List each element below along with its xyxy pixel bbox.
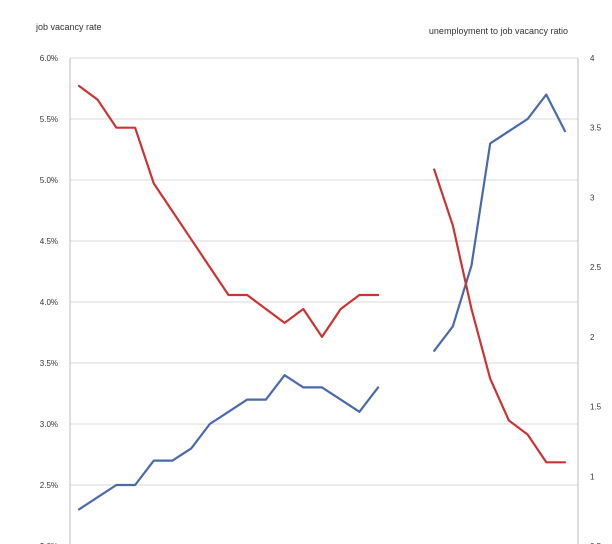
right-tick-label: 1.5 (590, 403, 602, 412)
left-axis-title: job vacancy rate (36, 22, 102, 32)
left-tick-label: 5.5% (40, 115, 58, 124)
axes (69, 58, 579, 544)
right-axis-title: unemployment to job vacancy ratio (428, 26, 568, 36)
left-tick-label: 4.0% (40, 298, 58, 307)
right-tick-label: 1 (590, 472, 595, 481)
left-tick-label: 2.0% (40, 542, 58, 544)
left-tick-label: 2.5% (40, 481, 58, 490)
left-tick-labels: 2.0% 2.5% 3.0% 3.5% 4.0% 4.5% 5.0% 5.5% 6.0% (40, 54, 58, 544)
right-tick-label: 2 (590, 333, 595, 342)
gridlines (70, 57, 578, 486)
left-tick-label: 6.0% (40, 54, 58, 63)
right-tick-label: 3 (590, 193, 595, 202)
series-line-3 (433, 168, 567, 464)
series-line-1 (433, 93, 567, 352)
right-tick-label: 3.5 (590, 124, 602, 133)
right-tick-label: 4 (590, 54, 595, 63)
right-tick-label: 0.5 (590, 542, 602, 544)
series-lines (77, 84, 567, 511)
series-line-2 (77, 84, 380, 338)
left-tick-label: 5.0% (40, 176, 58, 185)
right-tick-labels: 0.5 1 1.5 2 2.5 3 3.5 4 (590, 54, 602, 544)
left-tick-label: 3.0% (40, 420, 58, 429)
right-tick-label: 2.5 (590, 263, 602, 272)
series-line-0 (77, 374, 380, 511)
left-tick-label: 4.5% (40, 237, 58, 246)
left-tick-label: 3.5% (40, 359, 58, 368)
